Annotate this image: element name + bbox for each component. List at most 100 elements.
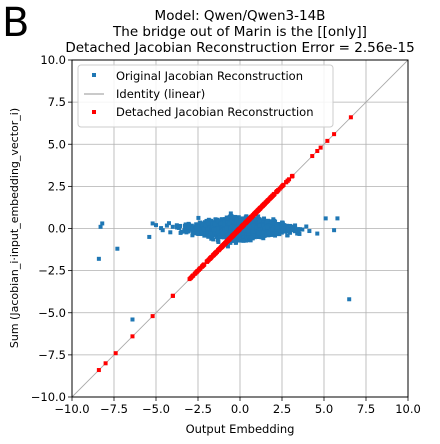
legend-marker-detached [92, 110, 96, 114]
legend: Original Jacobian Reconstruction Identit… [77, 64, 334, 128]
original-point [216, 219, 221, 224]
original-point [288, 223, 293, 228]
original-point [206, 221, 211, 226]
x-axis-label: Output Embedding [186, 422, 295, 436]
original-point [212, 222, 217, 227]
original-point [251, 223, 256, 228]
original-point [199, 229, 204, 234]
original-point [270, 221, 275, 226]
original-point [115, 246, 120, 251]
original-point [225, 229, 230, 234]
original-point [297, 231, 302, 236]
original-point [276, 228, 281, 233]
y-tick-label: −5.0 [38, 306, 66, 320]
y-tick-label: 2.5 [48, 179, 66, 193]
detached-series-layer [96, 115, 353, 373]
original-point [248, 238, 253, 243]
original-point [217, 233, 222, 238]
original-point [241, 228, 246, 233]
original-point [290, 224, 295, 229]
y-tick-label: 10.0 [40, 53, 66, 67]
original-point [242, 231, 247, 236]
x-tick-label: 2.5 [273, 402, 291, 416]
original-point [257, 219, 262, 224]
original-point [232, 237, 237, 242]
original-point [323, 216, 328, 221]
original-point [184, 230, 189, 235]
detached-point [348, 115, 353, 120]
detached-point [263, 200, 268, 205]
original-point [199, 232, 204, 237]
detached-point [190, 274, 195, 279]
detached-point [96, 368, 101, 373]
y-tick-label: 7.5 [48, 95, 66, 109]
original-point [256, 226, 261, 231]
original-point [222, 227, 227, 232]
x-tick-label: −2.5 [184, 402, 212, 416]
x-tick-label: 7.5 [357, 402, 375, 416]
original-point [262, 216, 267, 221]
detached-point [253, 210, 258, 215]
legend-label-original: Original Jacobian Reconstruction [116, 69, 303, 83]
original-point [208, 231, 213, 236]
original-point [201, 227, 206, 232]
x-tick-label: 10.0 [395, 402, 421, 416]
original-point [168, 230, 173, 235]
detached-point [219, 244, 224, 249]
detached-point [222, 242, 227, 247]
original-point [227, 221, 232, 226]
original-point [191, 229, 196, 234]
original-point [206, 234, 211, 239]
original-point [215, 226, 220, 231]
detached-point [274, 189, 279, 194]
x-tick-label: 5.0 [315, 402, 333, 416]
original-point [215, 238, 220, 243]
original-point [252, 217, 257, 222]
original-point [256, 231, 261, 236]
original-point [241, 234, 246, 239]
original-point [247, 224, 252, 229]
original-point [210, 225, 215, 230]
axis-ticks: −10.0 −7.5 −5.0 −2.5 0.0 2.5 5.0 7.5 10.0 −10.0 −7… [31, 53, 421, 416]
detached-point [249, 215, 254, 220]
original-point [233, 240, 238, 245]
original-point [200, 222, 205, 227]
original-point [297, 227, 302, 232]
original-point [230, 224, 235, 229]
original-point [260, 223, 265, 228]
original-point [198, 220, 203, 225]
original-point [249, 235, 254, 240]
original-point [267, 221, 272, 226]
original-point [220, 231, 225, 236]
x-tick-label: 0.0 [231, 402, 249, 416]
original-point [290, 228, 295, 233]
original-point [281, 228, 286, 233]
detached-point [278, 185, 283, 190]
detached-point [315, 148, 320, 153]
original-point [234, 220, 239, 225]
detached-point [207, 256, 212, 261]
detached-point [211, 253, 216, 258]
original-point [147, 234, 152, 239]
original-point [196, 215, 201, 220]
y-tick-label: −7.5 [38, 348, 66, 362]
detached-point [103, 361, 108, 366]
original-point [293, 223, 298, 228]
original-point [347, 297, 352, 302]
original-point [174, 223, 179, 228]
detached-point [310, 154, 315, 159]
original-point [315, 231, 320, 236]
original-point [221, 235, 226, 240]
panel-label: B [2, 0, 29, 46]
original-point [187, 222, 192, 227]
original-point [189, 225, 194, 230]
original-point [219, 217, 224, 222]
original-point [227, 226, 232, 231]
detached-point [216, 248, 221, 253]
detached-point [290, 174, 295, 179]
detached-point [240, 224, 245, 229]
original-point [224, 226, 229, 231]
original-point [166, 221, 171, 226]
original-point [212, 230, 217, 235]
